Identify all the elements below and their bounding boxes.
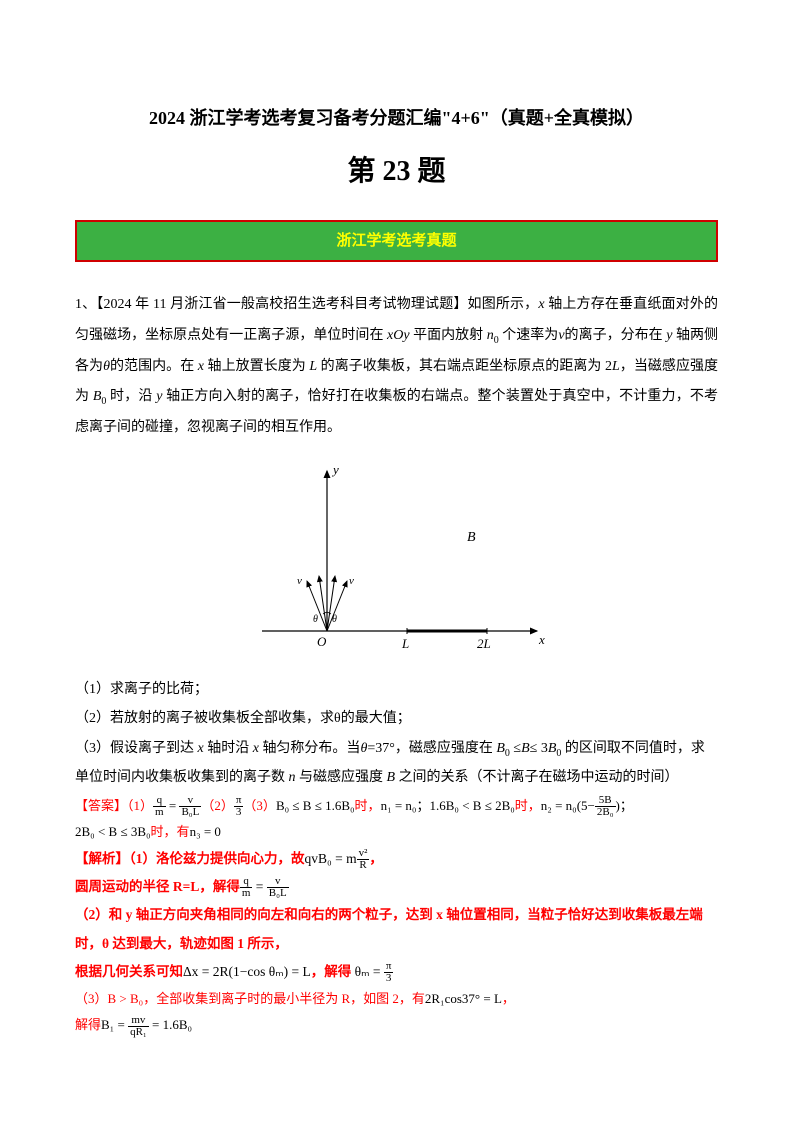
problem-text-12: 轴正方向入射的离子，恰好打在收集板的右端点。整个装置处于真空中，不计重力，不考虑… [75,389,718,435]
sub-title: 第 23 题 [75,144,718,200]
svg-text:B: B [467,530,476,545]
analysis-line-6: 解得B₁ = mvqR₁ = 1.6B₀ [75,1012,718,1038]
analysis-line-1: 【解析】（1）洛伦兹力提供向心力，故qvB₀ = mv²R， [75,845,718,873]
problem-text-4: 个速率为 [499,328,559,343]
analysis-line-5: （3）B > B₀，全部收集到离子时的最小半径为 R，如图 2，有2R₁cos3… [75,986,718,1012]
svg-text:θ: θ [332,614,337,625]
svg-text:y: y [331,462,339,477]
problem-source: 【2024 年 11 月浙江省一般高校招生选考科目考试物理试题】 [96,297,467,312]
answer-block: 【答案】（1）qm = vB₀L（2）π3（3）B₀ ≤ B ≤ 1.6B₀时，… [75,793,718,819]
answer-block-2: 2B₀ < B ≤ 3B₀时，有n₃ = 0 [75,819,718,845]
question-3: （3）假设离子到达 x 轴时沿 x 轴匀称分布。当θ=37°，磁感应强度在 B0… [75,734,718,793]
physics-diagram: y x B v v θ θ O L 2L [75,456,718,667]
problem-statement: 1、【2024 年 11 月浙江省一般高校招生选考科目考试物理试题】如图所示，x… [75,290,718,444]
main-title: 2024 浙江学考选考复习备考分题汇编"4+6"（真题+全真模拟） [75,100,718,136]
problem-text-5: 的离子，分布在 [565,328,667,343]
answer-label: 【答案】 [75,798,127,813]
problem-text-7: 的范围内。在 [110,359,198,374]
problem-text-8: 轴上放置长度为 [204,359,309,374]
svg-text:2L: 2L [477,636,491,651]
problem-text-1: 如图所示， [468,297,539,312]
problem-text-3: 平面内放射 [410,328,487,343]
svg-text:x: x [538,632,545,647]
question-2: （2）若放射的离子被收集板全部收集，求θ的最大值； [75,704,718,733]
question-1: （1）求离子的比荷； [75,675,718,704]
analysis-line-2: 圆周运动的半径 R=L，解得qm = vB₀L [75,873,718,901]
svg-text:θ: θ [313,614,318,625]
analysis-line-4: 根据几何关系可知Δx = 2R(1−cos θₘ) = L，解得 θₘ = π3 [75,958,718,986]
problem-number: 1、 [75,297,96,312]
problem-text-11: 时，沿 [106,389,156,404]
svg-text:v: v [349,575,354,587]
svg-text:v: v [297,575,302,587]
svg-text:O: O [317,634,327,649]
analysis-line-3: （2）和 y 轴正方向夹角相同的向左和向右的两个粒子，达到 x 轴位置相同，当粒… [75,901,718,958]
analysis-label: 【解析】 [75,851,129,866]
svg-text:L: L [401,636,409,651]
section-banner: 浙江学考选考真题 [75,220,718,262]
problem-text-9: 的离子收集板，其右端点距坐标原点的距离为 2 [317,359,612,374]
